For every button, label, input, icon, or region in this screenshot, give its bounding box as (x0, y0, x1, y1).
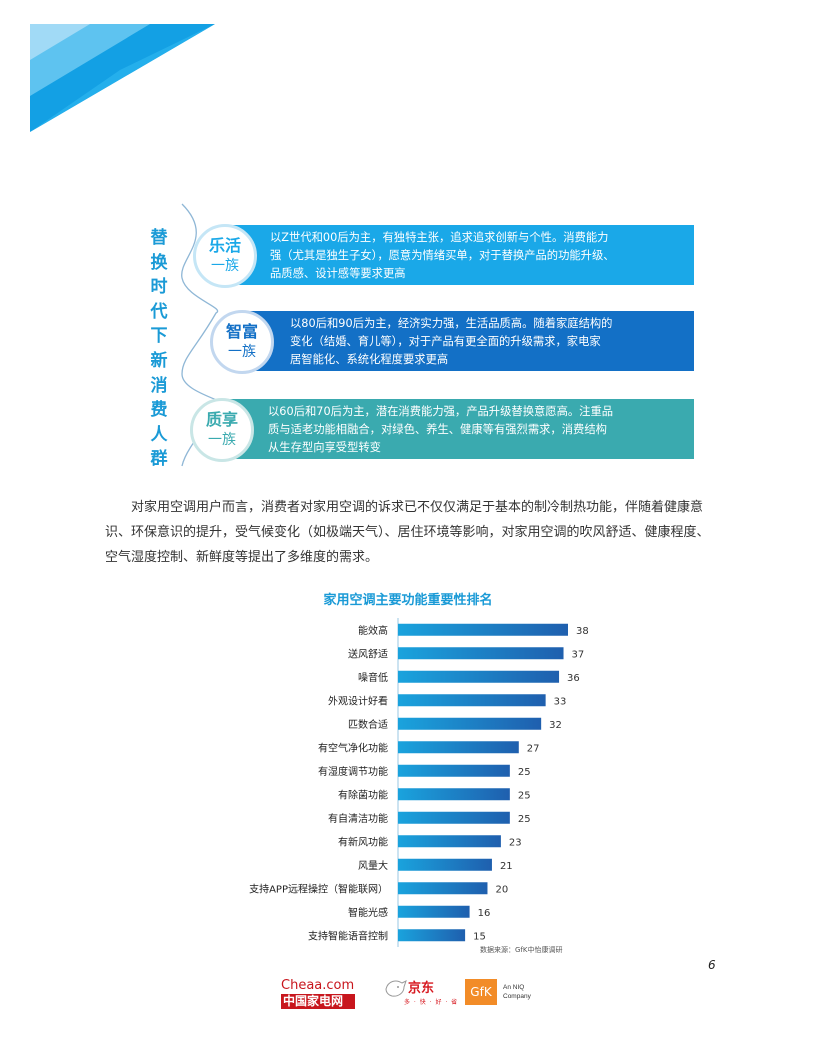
vertical-title-char: 群 (150, 449, 168, 470)
group-name: 质享 (205, 410, 238, 429)
group-name-suffix: 一族 (208, 432, 236, 448)
value-label: 32 (549, 720, 562, 731)
vertical-title-char: 替 (150, 228, 168, 248)
category-label: 有除菌功能 (338, 788, 388, 801)
bar (398, 694, 546, 707)
category-label: 有新风功能 (338, 835, 388, 848)
category-label: 匹数合适 (348, 718, 388, 731)
value-label: 15 (473, 931, 486, 942)
bar (398, 788, 510, 801)
value-label: 23 (509, 837, 522, 848)
category-label: 噪音低 (358, 671, 388, 684)
group-desc-line: 以Z世代和00后为主，有独特主张，追求追求创新与个性。消费能力 (270, 231, 609, 244)
jd-logo-text: 京东 (408, 981, 435, 996)
body-paragraph: 对家用空调用户而言，消费者对家用空调的诉求已不仅仅满足于基本的制冷制热功能，伴随… (105, 500, 710, 565)
bar (398, 835, 501, 848)
category-label: 有空气净化功能 (318, 741, 388, 754)
vertical-title-char: 新 (150, 350, 168, 371)
gfk-logo: GfK (465, 979, 497, 1005)
vertical-title-char: 代 (150, 301, 168, 322)
infographic-vertical-title: 替换时代下新消费人群 (146, 226, 172, 472)
group-desc-line: 以80后和90后为主，经济实力强，生活品质高。随着家庭结构的 (290, 317, 613, 330)
category-label: 外观设计好看 (328, 694, 388, 707)
group-badge-zhixiang: 质享 一族 (190, 398, 254, 462)
group-desc-line: 变化（结婚、育儿等），对于产品有更全面的升级需求，家电家 (290, 335, 601, 348)
category-label: 风量大 (358, 859, 388, 872)
source-note: 数据来源：GfK中怡康调研 (480, 946, 563, 954)
chart-title: 家用空调主要功能重要性排名 (323, 593, 493, 608)
category-label: 有自清洁功能 (328, 812, 388, 825)
value-label: 25 (518, 767, 531, 778)
group-badge-zhifu: 智富 一族 (210, 310, 274, 374)
bar (398, 882, 488, 895)
bar (398, 764, 510, 777)
bar (398, 623, 568, 636)
bar (398, 905, 470, 918)
group-badge-lehuo: 乐活 一族 (193, 224, 257, 288)
category-label: 支持智能语音控制 (308, 929, 388, 942)
category-label: 支持APP远程操控（智能联网） (249, 882, 388, 895)
value-label: 25 (518, 814, 531, 825)
cheaa-logo-cn: 中国家电网 (281, 994, 355, 1009)
category-label: 送风舒适 (348, 647, 388, 660)
group-band-zhixiang: 以60后和70后为主，潜在消费能力强，产品升级替换意愿高。注重品 质与适老功能相… (220, 399, 694, 459)
gfk-tagline-line: An NIQ (503, 984, 525, 991)
group-desc-line: 强（尤其是独生子女），愿意为情绪买单，对于替换产品的功能升级、 (270, 249, 615, 262)
vertical-title-char: 时 (150, 277, 168, 298)
jd-logo: 京东 多 · 快 · 好 · 省 (384, 977, 457, 1007)
vertical-title-char: 下 (150, 326, 168, 347)
cheaa-logo: Cheaa.com 中国家电网 (281, 979, 355, 1009)
value-label: 16 (478, 908, 491, 919)
bar (398, 647, 564, 660)
vertical-title-char: 人 (150, 424, 168, 445)
vertical-title-char: 消 (150, 375, 168, 396)
value-label: 38 (576, 626, 589, 637)
category-label: 能效高 (358, 624, 388, 637)
group-desc-line: 质与适老功能相融合，对绿色、养生、健康等有强烈需求，消费结构 (268, 423, 607, 436)
group-desc-line: 以60后和70后为主，潜在消费能力强，产品升级替换意愿高。注重品 (268, 405, 614, 418)
vertical-title-char: 费 (150, 400, 168, 421)
category-label: 智能光感 (348, 906, 388, 919)
group-name: 乐活 (208, 236, 241, 255)
bar (398, 929, 466, 942)
cheaa-logo-text: Cheaa.com (281, 978, 355, 993)
value-label: 27 (527, 743, 540, 754)
corner-decoration (30, 24, 215, 132)
bar (398, 717, 542, 730)
bar (398, 811, 510, 824)
group-band-zhifu: 以80后和90后为主，经济实力强，生活品质高。随着家庭结构的 变化（结婚、育儿等… (238, 311, 694, 371)
value-label: 21 (500, 861, 513, 872)
page-number: 6 (708, 958, 716, 972)
group-desc-line: 品质感、设计感等要求更高 (270, 267, 406, 280)
value-label: 33 (554, 696, 567, 707)
category-label: 有湿度调节功能 (318, 765, 388, 778)
value-label: 36 (567, 673, 580, 684)
bar (398, 741, 519, 754)
gfk-tagline-line: Company (503, 993, 531, 1000)
group-band-lehuo: 以Z世代和00后为主，有独特主张，追求追求创新与个性。消费能力 强（尤其是独生子… (220, 225, 694, 285)
value-label: 25 (518, 790, 531, 801)
value-label: 20 (495, 884, 508, 895)
jd-slogan: 多 · 快 · 好 · 省 (404, 999, 459, 1006)
group-name-suffix: 一族 (211, 258, 239, 274)
bar (398, 858, 492, 871)
value-label: 37 (572, 649, 585, 660)
jd-dog-icon (385, 980, 407, 997)
group-desc-line: 从生存型向享受型转变 (268, 441, 381, 454)
group-desc-line: 居智能化、系统化程度要求更高 (290, 353, 449, 366)
gfk-tagline: An NIQ Company (503, 983, 531, 1001)
vertical-title-char: 换 (150, 252, 168, 273)
group-name-suffix: 一族 (228, 344, 256, 360)
group-name: 智富 (225, 322, 258, 341)
bar (398, 670, 560, 683)
